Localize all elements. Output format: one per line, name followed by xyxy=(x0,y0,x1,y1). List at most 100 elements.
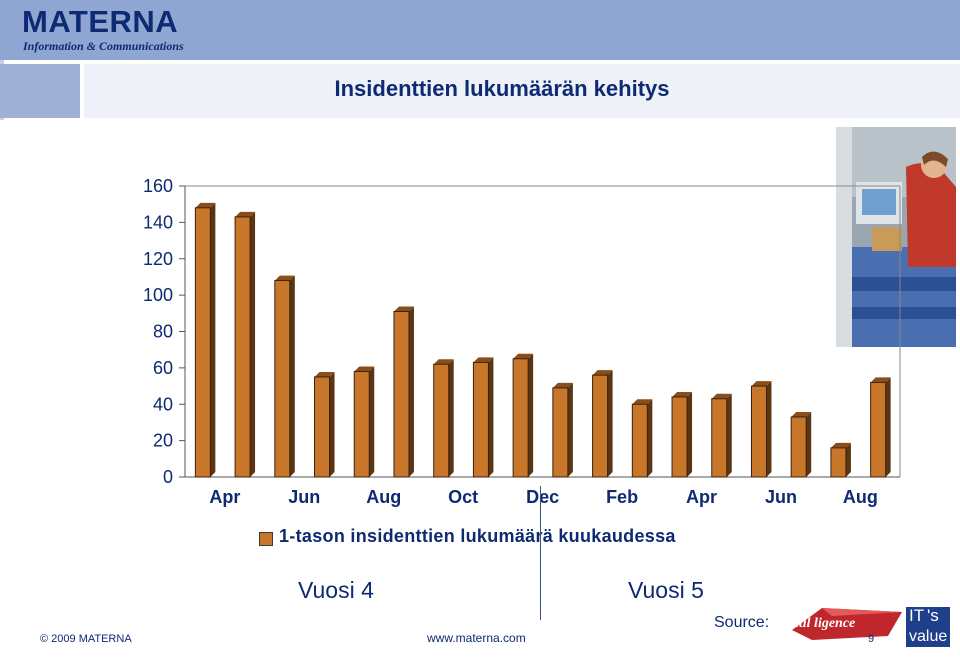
year-label-5: Vuosi 5 xyxy=(628,577,704,603)
bar xyxy=(750,381,772,478)
bar-face xyxy=(671,396,688,478)
bar-face xyxy=(314,376,331,478)
bar-side xyxy=(289,275,295,477)
bar xyxy=(353,366,375,478)
materna-logo: MATERNA xyxy=(22,4,179,39)
bar-top xyxy=(632,399,653,405)
bar-top xyxy=(433,359,454,365)
bar-face xyxy=(830,447,847,478)
bar xyxy=(472,357,494,478)
bar xyxy=(194,202,216,478)
y-tick-label: 80 xyxy=(153,322,173,342)
bar-face xyxy=(194,207,211,478)
bar-top xyxy=(672,391,693,397)
its-value-logo-value: value xyxy=(909,628,948,645)
bar-side xyxy=(369,366,375,477)
bar-top xyxy=(711,393,732,399)
bar-top xyxy=(830,442,851,448)
bar-side xyxy=(687,391,693,477)
page-number: 9 xyxy=(868,633,875,645)
bar xyxy=(274,275,295,478)
bar-side xyxy=(210,202,216,477)
bar xyxy=(870,377,891,478)
bar-face xyxy=(234,216,251,478)
bar-face xyxy=(512,358,529,478)
year-label-4: Vuosi 4 xyxy=(298,577,374,603)
bar-side xyxy=(726,393,732,477)
bar-face xyxy=(790,416,807,478)
y-tick-label: 20 xyxy=(153,431,173,451)
bar-top xyxy=(473,357,494,363)
copyright: © 2009 MATERNA xyxy=(40,633,132,645)
bar-face xyxy=(433,363,450,478)
bar xyxy=(393,306,414,478)
bar-face xyxy=(472,361,489,478)
bar-side xyxy=(488,357,494,477)
bar-side xyxy=(806,411,812,477)
bar xyxy=(234,211,256,478)
bar xyxy=(711,393,732,478)
bar-side xyxy=(448,359,454,477)
itil-ligence-text: itil ligence xyxy=(795,616,856,631)
bar-top xyxy=(314,371,335,377)
bar xyxy=(433,359,454,478)
its-value-logo-s: 's xyxy=(927,606,939,625)
website-link[interactable]: www.materna.com xyxy=(427,631,526,645)
bar-face xyxy=(870,381,887,478)
bar-side xyxy=(647,399,653,477)
x-tick-label: Oct xyxy=(448,487,478,507)
x-tick-label: Jun xyxy=(765,487,797,507)
x-tick-label: Jun xyxy=(288,487,320,507)
year-divider xyxy=(540,486,541,620)
bar-side xyxy=(845,442,851,477)
bar xyxy=(631,399,653,478)
bar xyxy=(314,371,335,478)
bar xyxy=(592,370,613,478)
its-value-logo-it: IT xyxy=(909,606,925,625)
legend-label: 1-tason insidenttien lukumäärä kuukaudes… xyxy=(279,526,676,546)
bar-face xyxy=(353,371,370,478)
title-accent-block xyxy=(0,64,80,118)
y-tick-label: 120 xyxy=(143,249,173,269)
x-tick-label: Dec xyxy=(526,487,559,507)
x-tick-label: Aug xyxy=(366,487,401,507)
title-bar xyxy=(84,64,960,118)
bar-side xyxy=(329,371,335,477)
bar xyxy=(830,442,851,478)
bar-top xyxy=(354,366,375,372)
y-tick-label: 140 xyxy=(143,212,173,232)
bar-top xyxy=(393,306,414,312)
itil-ligence-logo xyxy=(792,608,902,640)
bar xyxy=(671,391,693,478)
bar-face xyxy=(631,403,648,478)
bar-face xyxy=(552,387,569,478)
x-tick-label: Apr xyxy=(686,487,717,507)
page-title: Insidenttien lukumäärän kehitys xyxy=(334,76,670,101)
bar-face xyxy=(274,280,291,478)
bar-side xyxy=(528,353,534,477)
bar xyxy=(790,411,812,478)
bar-side xyxy=(567,382,573,477)
bar-top xyxy=(274,275,295,281)
its-value-logo xyxy=(906,607,950,647)
bar-side xyxy=(766,381,772,477)
source-label: Source: xyxy=(714,614,770,631)
bar-top xyxy=(235,211,256,217)
bar-top xyxy=(592,370,613,376)
bar-top xyxy=(195,202,216,208)
bar-top xyxy=(791,411,812,417)
bar-top xyxy=(751,381,772,387)
materna-logo-tagline: Information & Communications xyxy=(23,39,184,53)
y-tick-label: 0 xyxy=(163,467,173,487)
y-tick-label: 40 xyxy=(153,394,173,414)
x-tick-label: Apr xyxy=(209,487,240,507)
warehouse-photo xyxy=(836,127,956,347)
bar-side xyxy=(885,377,891,477)
y-tick-label: 160 xyxy=(143,176,173,196)
x-tick-label: Aug xyxy=(843,487,878,507)
bar xyxy=(512,353,534,478)
legend-swatch xyxy=(259,532,273,546)
bar-top xyxy=(552,382,573,388)
bar-top xyxy=(513,353,534,359)
